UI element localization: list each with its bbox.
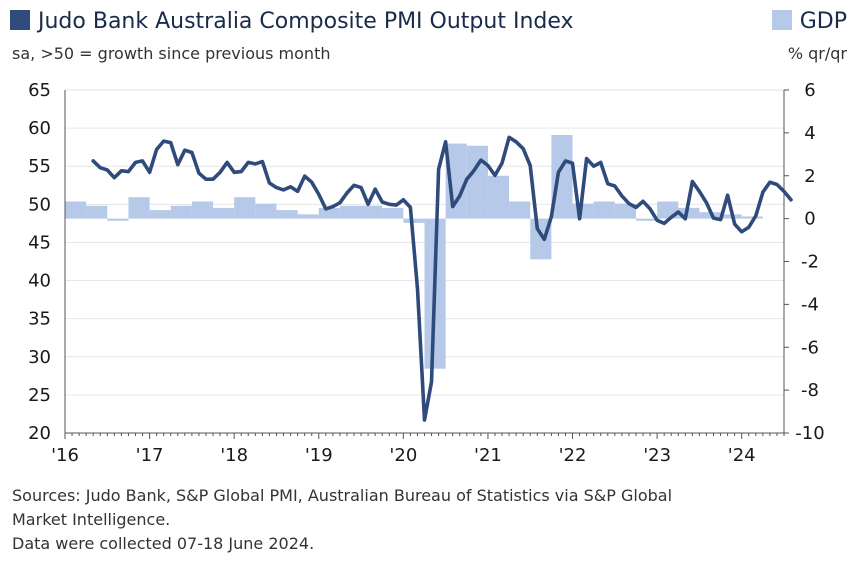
- y-right-tick-label: -6: [801, 337, 819, 358]
- gdp-bar: [403, 218, 425, 223]
- y-left-tick-label: 40: [28, 271, 51, 292]
- footer-line-sources-cont: Market Intelligence.: [12, 510, 171, 529]
- x-tick-label: '23: [643, 445, 671, 466]
- y-right-tick-label: -2: [801, 252, 819, 273]
- gdp-bar: [487, 175, 510, 219]
- x-tick-label: '20: [389, 445, 417, 466]
- gdp-bar: [572, 203, 594, 219]
- gdp-legend-swatch: [771, 10, 792, 30]
- y-left-tick-label: 25: [28, 385, 51, 406]
- y-left-tick-label: 45: [28, 232, 51, 253]
- y-left-tick-label: 55: [28, 156, 51, 177]
- x-tick-label: '21: [474, 445, 502, 466]
- y-left-tick-label: 30: [28, 347, 51, 368]
- gdp-bar: [234, 197, 256, 219]
- y-left-tick-label: 35: [28, 309, 51, 330]
- gdp-bar: [191, 201, 214, 219]
- gdp-bar: [678, 207, 700, 219]
- y-right-tick-label: -4: [801, 294, 819, 315]
- y-right-tick-label: -10: [795, 423, 824, 444]
- gdp-bar: [170, 205, 192, 219]
- gdp-bar: [128, 197, 150, 219]
- y-right-tick-label: -8: [801, 380, 819, 401]
- y-right-tick-label: 6: [804, 80, 815, 101]
- gdp-bar: [255, 203, 277, 219]
- y-left-tick-label: 60: [28, 118, 51, 139]
- gdp-bar: [297, 214, 319, 219]
- gdp-bar: [593, 201, 615, 219]
- gdp-bar: [614, 203, 636, 219]
- gdp-bar: [635, 218, 658, 221]
- pmi-gdp-chart: 20 25 30 35 40 45 50 55 60 65 -10 -8 -6 -4 -2 0 2 4 6 '16 '1…: [28, 80, 825, 466]
- gdp-bar: [382, 207, 404, 219]
- chart-footer: Sources: Judo Bank, S&P Global PMI, Aust…: [12, 484, 842, 556]
- x-tick-label: '22: [559, 445, 587, 466]
- gdp-bar: [361, 205, 383, 219]
- x-tick-label: '19: [305, 445, 333, 466]
- gdp-bar: [213, 207, 235, 219]
- gdp-bar: [741, 216, 763, 219]
- gdp-bar: [509, 201, 531, 219]
- x-tick-label: '24: [728, 445, 756, 466]
- footer-line-collection: Data were collected 07-18 June 2024.: [12, 534, 315, 553]
- chart-title-text: Judo Bank Australia Composite PMI Output…: [38, 9, 574, 34]
- gdp-legend-label: GDP: [799, 9, 847, 34]
- chart-title: Judo Bank Australia Composite PMI Output…: [10, 9, 574, 34]
- y-left-tick-label: 65: [28, 80, 51, 101]
- y-right-tick-label: 2: [804, 166, 815, 187]
- x-tick-label: '16: [51, 445, 79, 466]
- chart-subtitle: sa, >50 = growth since previous month: [12, 44, 331, 63]
- gdp-bar: [466, 145, 488, 219]
- right-axis-unit: % qr/qr: [787, 44, 847, 63]
- gdp-bar: [318, 207, 340, 219]
- gdp-bar: [276, 210, 298, 219]
- y-right-tick-label: 4: [804, 123, 815, 144]
- gdp-bar: [65, 201, 87, 219]
- gdp-bar: [149, 210, 171, 219]
- footer-line-sources: Sources: Judo Bank, S&P Global PMI, Aust…: [12, 486, 673, 505]
- y-left-tick-label: 20: [28, 423, 51, 444]
- y-right-tick-label: 0: [804, 209, 815, 230]
- gdp-bar: [86, 205, 108, 219]
- gdp-bar: [551, 135, 573, 219]
- gdp-bar: [107, 218, 129, 221]
- gdp-bar: [699, 212, 721, 219]
- pmi-line: [91, 135, 793, 422]
- gdp-bar: [339, 205, 362, 219]
- x-tick-label: '18: [220, 445, 248, 466]
- y-left-tick-label: 50: [28, 194, 51, 215]
- gdp-legend: GDP: [771, 9, 847, 34]
- x-tick-label: '17: [136, 445, 164, 466]
- pmi-legend-swatch: [10, 10, 30, 30]
